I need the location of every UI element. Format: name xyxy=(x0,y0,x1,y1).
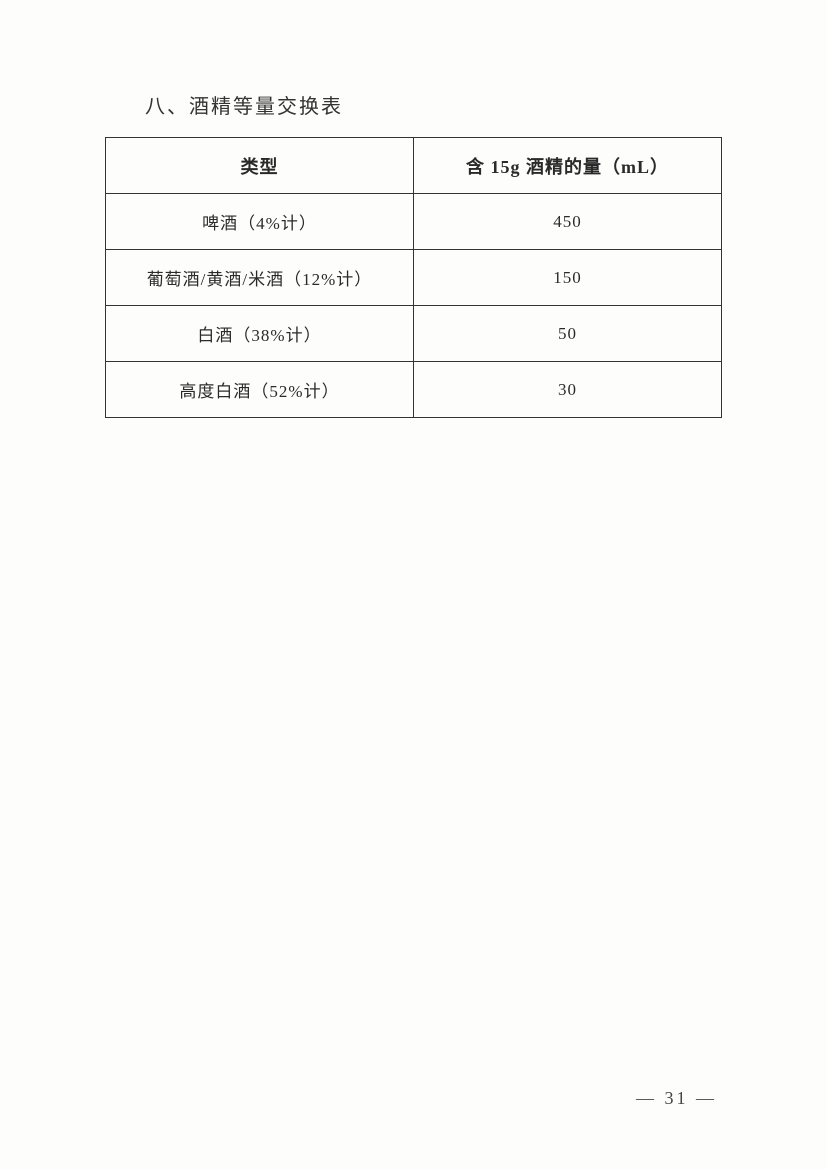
cell-type: 白酒（38%计） xyxy=(106,306,414,362)
cell-type: 葡萄酒/黄酒/米酒（12%计） xyxy=(106,250,414,306)
table-header-row: 类型 含 15g 酒精的量（mL） xyxy=(106,138,722,194)
cell-type: 啤酒（4%计） xyxy=(106,194,414,250)
col-header-type: 类型 xyxy=(106,138,414,194)
cell-type: 高度白酒（52%计） xyxy=(106,362,414,418)
cell-amount: 450 xyxy=(414,194,722,250)
section-title: 八、酒精等量交换表 xyxy=(145,90,722,119)
alcohol-exchange-table: 类型 含 15g 酒精的量（mL） 啤酒（4%计） 450 葡萄酒/黄酒/米酒（… xyxy=(105,137,722,418)
table-row: 葡萄酒/黄酒/米酒（12%计） 150 xyxy=(106,250,722,306)
cell-amount: 50 xyxy=(414,306,722,362)
table-row: 高度白酒（52%计） 30 xyxy=(106,362,722,418)
table-row: 啤酒（4%计） 450 xyxy=(106,194,722,250)
col-header-amount: 含 15g 酒精的量（mL） xyxy=(414,138,722,194)
table-row: 白酒（38%计） 50 xyxy=(106,306,722,362)
cell-amount: 30 xyxy=(414,362,722,418)
cell-amount: 150 xyxy=(414,250,722,306)
page-number: — 31 — xyxy=(636,1088,717,1109)
